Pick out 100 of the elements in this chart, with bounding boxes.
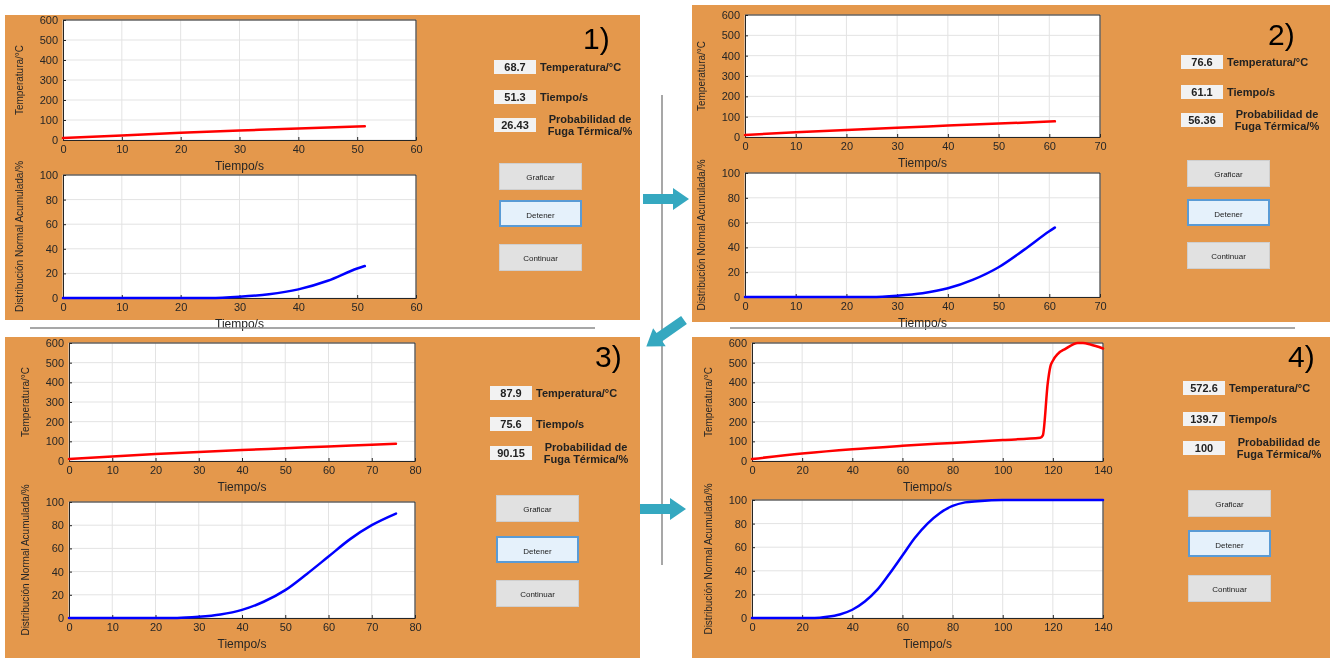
x-tick-label: 70 xyxy=(366,620,379,633)
text-field: 68.7 xyxy=(494,60,536,74)
x-tick-label: 0 xyxy=(66,463,73,476)
y-tick-label: 60 xyxy=(734,541,747,554)
y-tick-label: 600 xyxy=(39,14,58,27)
y-tick-label: 20 xyxy=(734,588,747,601)
text-field: 51.3 xyxy=(494,90,536,104)
y-tick-label: 300 xyxy=(45,396,64,409)
text-field: 139.7 xyxy=(1183,412,1225,426)
y-tick-label: 200 xyxy=(39,94,58,107)
text-field: 87.9 xyxy=(490,386,532,400)
text: Probabilidad de Fuga Térmica/% xyxy=(1233,108,1321,132)
x-axis-title: Tiempo/s xyxy=(903,480,952,494)
text-field: 76.6 xyxy=(1181,55,1223,69)
x-tick-label: 60 xyxy=(1043,139,1056,152)
y-tick-label: 60 xyxy=(45,218,58,231)
text: Temperatura/°C xyxy=(1229,382,1311,394)
y-tick-label: 60 xyxy=(727,216,740,229)
x-tick-label: 0 xyxy=(66,620,73,633)
y-tick-label: 0 xyxy=(740,455,747,468)
y-axis-title: Distribución Normal Acumulada/% xyxy=(14,160,25,313)
y-tick-label: 20 xyxy=(45,267,58,280)
y-tick-label: 500 xyxy=(728,356,747,369)
button: Detener xyxy=(496,536,579,563)
y-tick-label: 400 xyxy=(728,376,747,389)
x-tick-label: 100 xyxy=(994,620,1013,633)
x-tick-label: 40 xyxy=(292,142,305,155)
x-tick-label: 20 xyxy=(149,463,163,476)
y-tick-label: 400 xyxy=(45,376,64,389)
text: Probabilidad de Fuga Térmica/% xyxy=(1235,436,1323,460)
y-tick-label: 600 xyxy=(45,337,64,350)
line-series xyxy=(67,442,398,461)
y-tick-label: 400 xyxy=(39,54,58,67)
x-tick-label: 60 xyxy=(322,463,336,476)
y-tick-label: 40 xyxy=(51,565,64,578)
x-tick-label: 50 xyxy=(351,300,364,313)
x-tick-label: 40 xyxy=(846,620,859,633)
y-tick-label: 0 xyxy=(740,612,747,625)
x-tick-label: 60 xyxy=(410,142,423,155)
x-tick-label: 50 xyxy=(992,299,1006,312)
y-axis-title: Temperatura/°C xyxy=(696,40,707,112)
x-tick-label: 50 xyxy=(992,139,1006,152)
y-tick-label: 100 xyxy=(45,435,64,448)
y-tick-label: 100 xyxy=(721,167,740,180)
text-field: 56.36 xyxy=(1181,113,1223,127)
y-tick-label: 40 xyxy=(734,564,747,577)
x-tick-label: 50 xyxy=(351,142,364,155)
x-tick-label: 30 xyxy=(891,299,904,312)
x-tick-label: 20 xyxy=(796,463,809,476)
y-tick-label: 500 xyxy=(39,34,58,47)
text: Probabilidad de Fuga Térmica/% xyxy=(546,113,634,137)
text: Tiempo/s xyxy=(1229,413,1278,425)
text: 2) xyxy=(1268,18,1295,52)
button: Detener xyxy=(1188,530,1271,557)
x-tick-label: 30 xyxy=(193,620,206,633)
x-tick-label: 40 xyxy=(236,463,249,476)
x-axis-title: Tiempo/s xyxy=(898,156,947,170)
x-tick-label: 80 xyxy=(409,463,422,476)
x-tick-label: 0 xyxy=(749,620,756,633)
y-tick-label: 100 xyxy=(721,110,740,123)
x-tick-label: 30 xyxy=(891,139,904,152)
y-tick-label: 0 xyxy=(57,612,64,625)
button: Continuar xyxy=(1188,575,1271,602)
button: Graficar xyxy=(1187,160,1270,187)
line-series xyxy=(743,226,1057,299)
y-tick-label: 20 xyxy=(51,588,64,601)
x-tick-label: 120 xyxy=(1044,620,1063,633)
y-tick-label: 200 xyxy=(721,90,740,103)
y-tick-label: 100 xyxy=(728,494,747,507)
y-tick-label: 80 xyxy=(727,191,740,204)
y-tick-label: 60 xyxy=(51,542,64,555)
y-tick-label: 0 xyxy=(57,455,64,468)
x-tick-label: 80 xyxy=(409,620,422,633)
y-tick-label: 600 xyxy=(728,337,747,350)
x-axis-title: Tiempo/s xyxy=(217,480,267,494)
y-tick-label: 100 xyxy=(39,169,58,182)
x-tick-label: 10 xyxy=(106,620,119,633)
button: Continuar xyxy=(1187,242,1270,269)
x-tick-label: 80 xyxy=(946,620,960,633)
x-tick-label: 140 xyxy=(1094,620,1113,633)
text: Tiempo/s xyxy=(540,91,589,103)
x-tick-label: 60 xyxy=(322,620,336,633)
y-axis-title: Distribución Normal Acumulada/% xyxy=(696,159,707,311)
button: Graficar xyxy=(499,163,582,190)
y-tick-label: 0 xyxy=(733,291,740,304)
y-axis-title: Temperatura/°C xyxy=(703,366,714,438)
x-tick-label: 40 xyxy=(942,299,955,312)
x-tick-label: 0 xyxy=(749,463,756,476)
text-field: 90.15 xyxy=(490,446,532,460)
y-axis-title: Temperatura/°C xyxy=(20,366,31,438)
x-tick-label: 30 xyxy=(193,463,206,476)
line-series xyxy=(743,120,1057,137)
y-tick-label: 80 xyxy=(51,519,64,532)
text-field: 61.1 xyxy=(1181,85,1223,99)
y-tick-label: 40 xyxy=(727,241,740,254)
x-tick-label: 40 xyxy=(942,139,955,152)
y-tick-label: 300 xyxy=(728,396,747,409)
line-series xyxy=(750,498,1105,620)
text: 3) xyxy=(595,340,622,374)
x-tick-label: 40 xyxy=(292,300,305,313)
